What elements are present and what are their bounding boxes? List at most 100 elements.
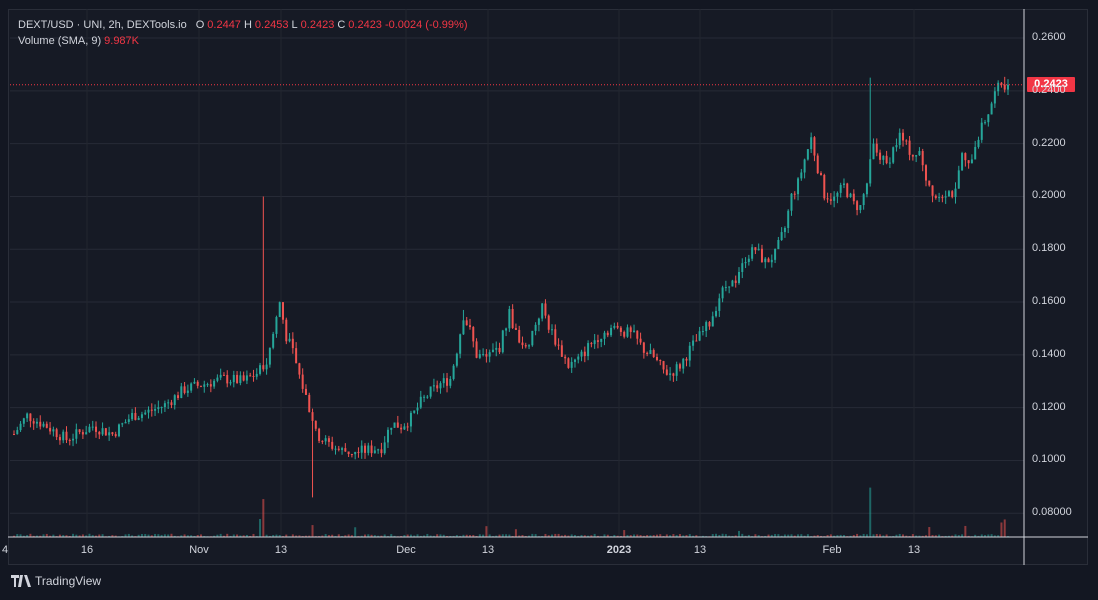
volume-bar — [974, 534, 977, 537]
candle-body — [354, 451, 357, 455]
candle-body — [91, 426, 94, 428]
candle-body — [613, 325, 616, 328]
volume-bar — [327, 535, 330, 537]
volume-bar — [98, 534, 101, 537]
candle-body — [505, 328, 508, 331]
candle-body — [859, 205, 862, 211]
candle-body — [432, 385, 435, 387]
volume-bar — [872, 534, 875, 537]
volume-bar — [997, 535, 1000, 537]
tradingview-logo[interactable]: TradingView — [11, 574, 101, 588]
candle-body — [85, 432, 88, 435]
volume-bar — [16, 534, 19, 537]
volume-bar — [19, 534, 22, 537]
candle-body — [409, 412, 412, 427]
candle-body — [751, 247, 754, 259]
candle-body — [731, 280, 734, 287]
volume-bar — [163, 534, 166, 537]
candle-body — [278, 302, 281, 318]
candle-body — [961, 153, 964, 171]
volume-bar — [482, 534, 485, 537]
volume-bar — [672, 534, 675, 537]
candle-body — [226, 375, 229, 384]
volume-bar — [580, 534, 583, 537]
candle-body — [236, 374, 239, 384]
volume-bar — [859, 535, 862, 537]
volume-bar — [364, 534, 367, 537]
candle-body — [905, 140, 908, 142]
candle-body — [528, 345, 531, 347]
candle-body — [711, 316, 714, 327]
x-tick-label: 16 — [80, 544, 94, 556]
volume-bar — [245, 534, 248, 537]
volume-bar — [462, 534, 465, 537]
volume-bar — [911, 534, 914, 537]
candle-body — [770, 259, 773, 263]
candle-body — [311, 412, 314, 421]
candle-body — [446, 378, 449, 386]
candle-body — [954, 188, 957, 198]
volume-bar — [731, 535, 734, 537]
candle-body — [783, 227, 786, 233]
volume-bar — [377, 535, 380, 537]
candle-body — [665, 369, 668, 375]
volume-bar — [534, 534, 537, 537]
volume-bar — [1003, 519, 1006, 537]
candle-body — [869, 159, 872, 184]
candle-body — [573, 359, 576, 362]
candle-body — [511, 309, 514, 328]
volume-indicator-value: 9.987K — [104, 35, 140, 47]
volume-bar — [603, 534, 606, 537]
candle-body — [386, 429, 389, 443]
volume-bar — [22, 535, 25, 537]
volume-bar — [452, 535, 455, 537]
candle-body — [724, 287, 727, 289]
volume-indicator-label[interactable]: Volume (SMA, 9) — [18, 35, 102, 47]
volume-bar — [275, 534, 278, 537]
volume-bar — [695, 535, 698, 537]
symbol-title[interactable]: DEXT/USD · UNI, 2h, DEXTools.io — [18, 19, 187, 31]
volume-bar — [39, 535, 42, 537]
chart-pane[interactable] — [8, 9, 1088, 565]
candle-body — [380, 449, 383, 454]
candle-body — [603, 332, 606, 339]
candle-body — [823, 174, 826, 199]
volume-bar — [806, 534, 809, 537]
candle-body — [39, 421, 42, 427]
volume-bar — [984, 535, 987, 537]
candle-body — [872, 143, 875, 160]
candle-body — [272, 333, 275, 348]
volume-bar — [734, 535, 737, 537]
volume-bar — [583, 535, 586, 537]
candle-body — [475, 341, 478, 358]
candle-body — [610, 327, 613, 336]
volume-bar — [688, 534, 691, 537]
candle-body — [324, 438, 327, 442]
candle-body — [88, 426, 91, 433]
volume-bar — [173, 535, 176, 537]
candle-body — [606, 332, 609, 336]
candle-body — [291, 338, 294, 349]
volume-bar — [272, 534, 275, 537]
volume-bar — [934, 535, 937, 537]
volume-bar — [242, 535, 245, 537]
volume-bar — [770, 534, 773, 537]
candle-body — [134, 412, 137, 420]
candle-body — [104, 428, 107, 436]
volume-bar — [367, 534, 370, 537]
volume-bar — [95, 535, 98, 537]
high-label: H — [243, 19, 252, 31]
candle-body — [580, 351, 583, 357]
candle-body — [564, 356, 567, 359]
price-chart[interactable] — [8, 9, 1088, 565]
candle-body — [498, 347, 501, 353]
ohlc-row: DEXT/USD · UNI, 2h, DEXTools.io O 0.2447 … — [18, 17, 467, 33]
candle-body — [390, 427, 393, 430]
candle-body — [777, 240, 780, 250]
volume-bar — [813, 535, 816, 537]
candle-body — [81, 432, 84, 435]
volume-bar — [442, 534, 445, 537]
candle-body — [875, 143, 878, 153]
volume-bar — [331, 534, 334, 537]
volume-bar — [803, 535, 806, 537]
